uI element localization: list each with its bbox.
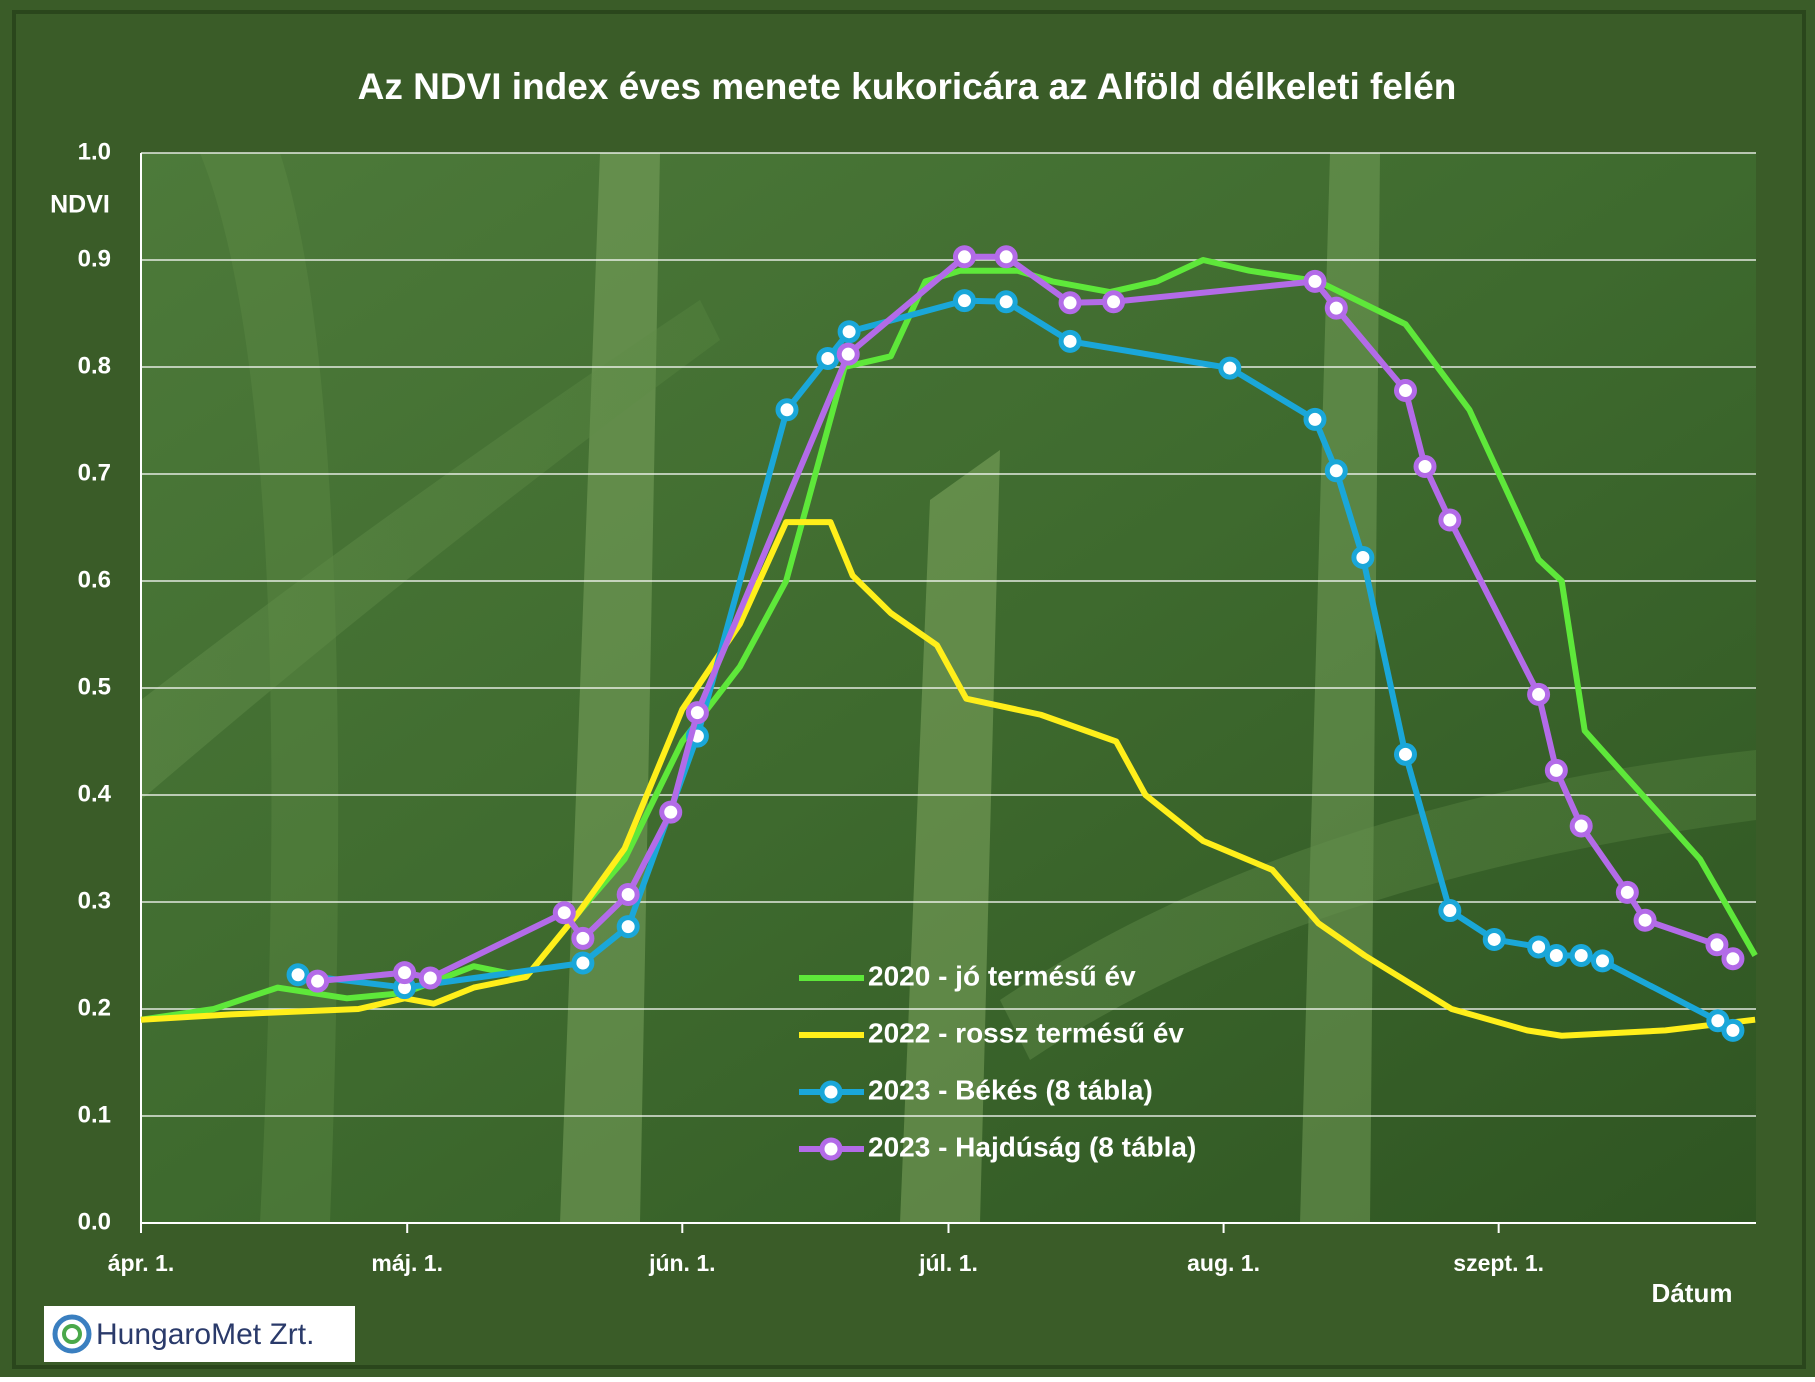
x-tick-label: jún. 1.	[648, 1250, 715, 1276]
legend-marker	[819, 1137, 843, 1161]
marker	[1615, 880, 1639, 904]
x-tick-label: júl. 1.	[918, 1250, 978, 1276]
y-tick-label: 1.0	[78, 138, 111, 165]
chart-title: Az NDVI index éves menete kukoricára az …	[358, 66, 1457, 107]
y-tick-label: 0.8	[78, 352, 111, 379]
legend-label: 2023 - Hajdúság (8 tábla)	[868, 1131, 1196, 1162]
marker	[1721, 947, 1745, 971]
marker	[393, 961, 417, 985]
marker	[1058, 291, 1082, 315]
marker	[1438, 899, 1462, 923]
marker	[1393, 379, 1417, 403]
marker	[1324, 296, 1348, 320]
marker	[836, 342, 860, 366]
marker	[616, 883, 640, 907]
y-tick-label: 0.6	[78, 566, 111, 593]
marker	[659, 800, 683, 824]
x-tick-label: máj. 1.	[371, 1250, 443, 1276]
marker	[1218, 356, 1242, 380]
x-tick-label: aug. 1.	[1187, 1250, 1260, 1276]
marker	[418, 966, 442, 990]
x-tick-label: szept. 1.	[1453, 1250, 1544, 1276]
marker	[1544, 758, 1568, 782]
marker	[1527, 935, 1551, 959]
marker	[1705, 933, 1729, 957]
marker	[1569, 944, 1593, 967]
marker	[1351, 545, 1375, 569]
marker	[1721, 1018, 1745, 1042]
marker	[816, 346, 840, 370]
marker	[1569, 814, 1593, 838]
marker	[1438, 508, 1462, 532]
y-tick-label: 0.5	[78, 673, 111, 700]
marker	[1324, 459, 1348, 483]
legend-label: 2020 - jó termésű év	[868, 960, 1136, 991]
y-tick-label: 0.0	[78, 1208, 111, 1235]
marker	[616, 915, 640, 939]
marker	[1102, 290, 1126, 314]
marker	[994, 245, 1018, 269]
marker	[994, 290, 1018, 314]
marker	[952, 245, 976, 269]
y-axis-label: NDVI	[50, 191, 110, 219]
marker	[1527, 682, 1551, 706]
marker	[1303, 269, 1327, 293]
marker	[1413, 455, 1437, 479]
logo-text: HungaroMet Zrt.	[96, 1318, 314, 1351]
marker	[1544, 944, 1568, 967]
y-tick-label: 0.2	[78, 994, 111, 1021]
marker	[571, 951, 595, 975]
frame	[12, 10, 1806, 1369]
plot-background	[141, 153, 1756, 1223]
x-axis-label: Dátum	[1652, 1278, 1733, 1308]
y-tick-label: 0.9	[78, 245, 111, 272]
x-tick-label: ápr. 1.	[108, 1250, 174, 1276]
marker	[571, 926, 595, 950]
marker	[1058, 329, 1082, 353]
marker	[286, 963, 310, 987]
logo: HungaroMet Zrt.	[44, 1306, 355, 1362]
marker	[1482, 927, 1506, 951]
marker	[1303, 407, 1327, 431]
marker	[775, 398, 799, 422]
y-tick-label: 0.7	[78, 459, 111, 486]
legend-label: 2022 - rossz termésű év	[868, 1017, 1184, 1048]
marker	[837, 320, 861, 344]
marker	[1590, 949, 1614, 973]
y-tick-label: 0.4	[78, 780, 112, 807]
marker	[306, 969, 330, 993]
legend-label: 2023 - Békés (8 tábla)	[868, 1074, 1153, 1105]
series-line	[140, 257, 1758, 1023]
y-tick-label: 0.1	[78, 1101, 111, 1128]
marker	[685, 701, 709, 725]
marker	[552, 901, 576, 925]
series-line	[140, 519, 1756, 1039]
marker	[1633, 908, 1657, 932]
legend-marker	[819, 1080, 843, 1104]
marker	[952, 289, 976, 313]
marker	[1393, 742, 1417, 766]
y-tick-label: 0.3	[78, 887, 111, 914]
